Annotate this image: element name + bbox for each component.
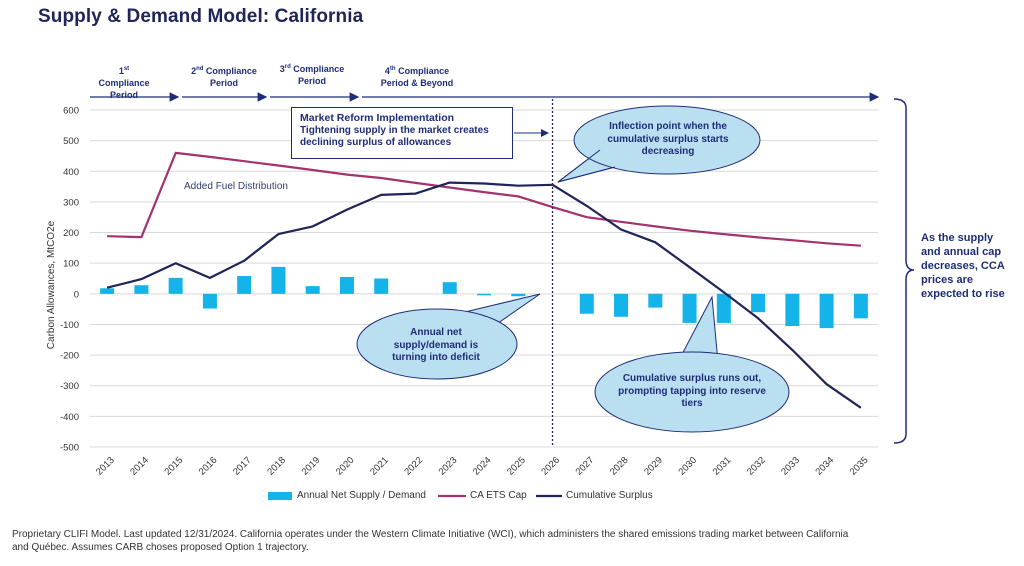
bar-2013 [100,288,115,294]
y-tick-label: 0 [74,289,79,300]
legend-label-cap: CA ETS Cap [470,490,527,501]
side-note: As the supply and annual cap decreases, … [921,232,1005,300]
bar-2014 [134,285,149,294]
compliance-period-3: 3rd Compliance Period [279,64,345,86]
legend-label-bars: Annual Net Supply / Demand [297,490,426,501]
bar-2029 [648,293,663,308]
legend-swatch-bars [268,492,292,500]
compliance-period-4: 4th Compliance Period & Beyond [380,66,454,88]
x-tick-label: 2022 [402,455,425,478]
y-tick-label: 200 [63,228,79,239]
y-tick-label: 400 [63,167,79,178]
y-tick-label: -400 [60,412,79,423]
y-tick-label: 100 [63,259,79,270]
x-tick-label: 2019 [300,455,323,478]
bar-2030 [682,293,697,323]
x-tick-label: 2025 [505,455,528,478]
bar-2018 [271,266,286,294]
footnote: Proprietary CLIFI Model. Last updated 12… [12,529,849,553]
line-series [106,151,862,409]
fuel-distribution-label: Added Fuel Distribution [184,181,288,192]
y-tick-labels: -500 -400 -300 -200 -100 0 100 200 300 400 500 600 [60,106,79,454]
market-reform-box: Market Reform Implementation Tightening … [291,107,513,159]
runs-out-bubble [594,351,790,433]
legend [268,492,562,500]
bar-2034 [819,293,834,329]
bar-series [100,266,868,329]
right-bracket [893,98,915,444]
x-tick-label: 2018 [265,455,288,478]
market-reform-body: Tightening supply in the market creates … [300,124,489,149]
bar-2021 [374,278,389,294]
x-tick-label: 2032 [745,455,768,478]
market-reform-heading: Market Reform Implementation [300,112,455,124]
x-tick-label: 2016 [197,455,220,478]
bar-2017 [237,276,252,294]
bar-2016 [202,293,217,309]
deficit-bubble [356,308,518,380]
y-tick-label: -500 [60,443,79,454]
y-tick-label: 600 [63,106,79,117]
x-tick-label: 2035 [848,455,871,478]
x-tick-label: 2024 [471,455,494,478]
x-tick-label: 2028 [608,455,631,478]
bar-2027 [579,293,594,314]
bar-2023 [442,282,457,294]
cap-line [107,151,861,247]
bar-2035 [853,293,868,319]
y-tick-label: -300 [60,381,79,392]
bar-2025 [511,293,526,297]
x-tick-label: 2026 [539,455,562,478]
x-tick-labels: 2013 2014 2015 2016 2017 2018 2019 2020 2021 2022… [94,455,870,478]
y-tick-label: -200 [60,351,79,362]
compliance-period-2: 2nd Compliance Period [191,66,257,88]
y-tick-label: 300 [63,197,79,208]
bar-2024 [477,293,491,296]
x-tick-label: 2017 [231,455,254,478]
x-tick-label: 2021 [368,455,391,478]
bar-2032 [751,293,766,313]
x-tick-label: 2033 [779,455,802,478]
bar-2015 [168,277,183,294]
runs-out-callout-text: Cumulative surplus runs out, prompting t… [618,373,766,409]
compliance-period-1: 1st Compliance Period [98,66,150,100]
callout-bubbles [356,105,790,433]
x-tick-label: 2031 [711,455,734,478]
page-title: Supply & Demand Model: California [38,6,364,27]
y-tick-label: -100 [60,320,79,331]
x-tick-label: 2030 [676,455,699,478]
x-tick-label: 2034 [813,455,836,478]
inflection-bubble [573,105,761,175]
x-tick-label: 2027 [574,455,597,478]
y-tick-label: 500 [63,136,79,147]
surplus-line [106,181,862,409]
bar-2028 [614,293,629,317]
bar-2031 [716,293,731,323]
bar-2033 [785,293,800,326]
x-tick-label: 2013 [94,455,117,478]
deficit-callout-text: Annual net supply/demand is turning into… [392,327,480,363]
chart-decorations [90,92,915,447]
inflection-pointer-edge [557,149,616,183]
legend-label-surplus: Cumulative Surplus [566,490,653,501]
x-tick-label: 2023 [437,455,460,478]
bar-2020 [339,276,354,294]
inflection-callout-text: Inflection point when the cumulative sur… [607,121,729,157]
y-axis-label: Carbon Allowances, MtCO2e [46,220,57,349]
x-tick-label: 2029 [642,455,665,478]
bar-2019 [305,286,320,294]
x-tick-label: 2015 [163,455,186,478]
x-tick-label: 2014 [128,455,151,478]
x-tick-label: 2020 [334,455,357,478]
